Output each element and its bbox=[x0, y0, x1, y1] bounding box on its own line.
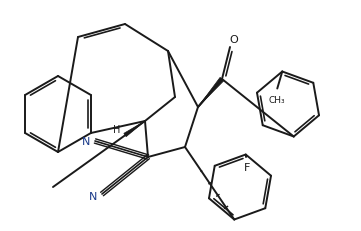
Text: O: O bbox=[230, 35, 238, 45]
Text: H: H bbox=[113, 125, 121, 134]
Polygon shape bbox=[198, 78, 224, 108]
Text: F: F bbox=[244, 162, 250, 172]
Text: CH₃: CH₃ bbox=[269, 96, 286, 105]
Text: N: N bbox=[82, 137, 90, 146]
Polygon shape bbox=[124, 122, 145, 137]
Text: N: N bbox=[89, 191, 97, 201]
